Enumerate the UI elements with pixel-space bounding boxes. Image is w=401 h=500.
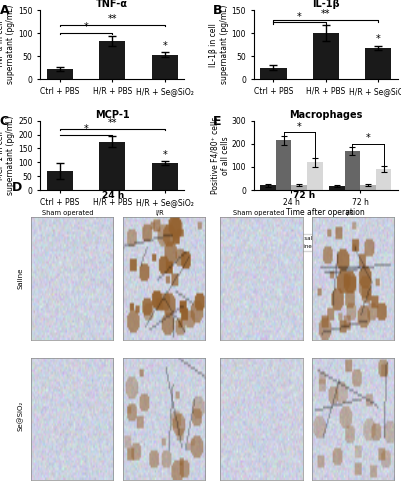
Legend: Sham + saline, I/R + saline, Sham + Se@SiO₂, I/R + Se@SiO₂: Sham + saline, I/R + saline, Sham + Se@S… [269, 234, 381, 251]
Text: Saline: Saline [18, 268, 24, 289]
Bar [47, 171, 73, 190]
Text: **: ** [320, 9, 330, 19]
Text: B: B [213, 4, 222, 18]
Title: MCP-1: MCP-1 [95, 110, 130, 120]
Y-axis label: TNF-α in cell
supernatant (pg/mL): TNF-α in cell supernatant (pg/mL) [0, 5, 15, 84]
Bar [344, 151, 359, 190]
Bar [364, 48, 391, 79]
Text: *: * [365, 133, 369, 143]
Text: *: * [296, 12, 301, 22]
Bar [259, 186, 275, 190]
Text: 0.2 mm: 0.2 mm [37, 330, 57, 336]
Text: C: C [0, 115, 9, 128]
Bar [375, 169, 391, 190]
Text: **: ** [107, 14, 117, 24]
Bar [359, 186, 375, 190]
Title: IL-1β: IL-1β [311, 0, 339, 9]
Text: *: * [83, 22, 88, 32]
Text: Sham operated: Sham operated [232, 210, 284, 216]
Bar [99, 41, 125, 79]
Bar [259, 68, 286, 79]
Text: Sham operated: Sham operated [42, 210, 93, 216]
Bar [306, 162, 322, 190]
Text: *: * [83, 124, 88, 134]
Text: *: * [162, 150, 167, 160]
Bar [291, 185, 306, 190]
Text: *: * [375, 34, 380, 44]
Bar [151, 55, 178, 79]
Text: E: E [213, 115, 221, 128]
Y-axis label: IL-1β in cell
supernatant (pg/mL): IL-1β in cell supernatant (pg/mL) [209, 5, 228, 84]
Bar [151, 163, 178, 190]
Bar [47, 69, 73, 79]
Bar [99, 142, 125, 190]
Bar [328, 186, 344, 190]
Bar [312, 33, 338, 79]
Text: A: A [0, 4, 9, 18]
Text: 24 h: 24 h [102, 190, 124, 200]
Bar [275, 140, 291, 190]
Text: **: ** [107, 118, 117, 128]
Title: Macrophages: Macrophages [288, 110, 362, 120]
Text: *: * [162, 41, 167, 51]
Y-axis label: MCP-1 in cell
supernatant (pg/mL): MCP-1 in cell supernatant (pg/mL) [0, 116, 15, 195]
Text: *: * [296, 122, 301, 132]
Title: TNF-α: TNF-α [96, 0, 128, 9]
Text: Se@SiO₂: Se@SiO₂ [17, 401, 24, 431]
Y-axis label: Positive F4/80⁺ cells
of all cells: Positive F4/80⁺ cells of all cells [210, 116, 229, 194]
Text: D: D [12, 180, 22, 194]
Text: 72 h: 72 h [293, 190, 315, 200]
X-axis label: Time after operation: Time after operation [286, 208, 365, 217]
Text: I/R: I/R [345, 210, 354, 216]
Text: I/R: I/R [154, 210, 163, 216]
